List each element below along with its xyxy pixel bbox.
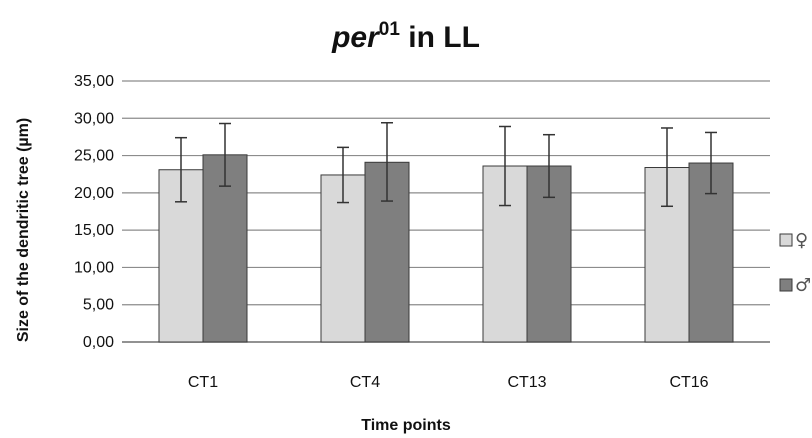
- y-tick-label: 20,00: [74, 185, 114, 202]
- x-axis-label: Time points: [361, 417, 451, 434]
- legend-label: ♀: [795, 230, 808, 251]
- error-bars: [175, 122, 717, 208]
- x-tick-labels: CT1 CT4 CT13 CT16: [188, 374, 709, 391]
- y-tick-label: 15,00: [74, 222, 114, 239]
- x-tick-label: CT13: [507, 374, 546, 391]
- legend-swatch: [779, 278, 793, 292]
- legend: ♀♂: [779, 230, 811, 296]
- y-tick-labels: 0,00 5,00 10,00 15,00 20,00 25,00 30,00 35,00: [74, 73, 114, 351]
- x-tick-label: CT4: [350, 374, 380, 391]
- x-tick-label: CT1: [188, 374, 218, 391]
- y-tick-label: 10,00: [74, 259, 114, 276]
- bar: [364, 161, 410, 343]
- chart-title-superscript: 01: [379, 19, 401, 40]
- y-tick-label: 0,00: [83, 334, 114, 351]
- bars: [158, 154, 734, 343]
- y-tick-label: 25,00: [74, 148, 114, 165]
- y-tick-label: 35,00: [74, 73, 114, 90]
- chart-title-rest: in LL: [400, 21, 480, 54]
- chart-title: per01 in LL: [331, 19, 480, 54]
- legend-swatch: [779, 233, 793, 247]
- y-axis-label: Size of the dendritic tree (µm): [15, 118, 32, 342]
- chart-title-main: per: [331, 21, 381, 54]
- y-tick-label: 5,00: [83, 297, 114, 314]
- x-tick-label: CT16: [669, 374, 708, 391]
- legend-label: ♂: [795, 275, 811, 296]
- y-tick-label: 30,00: [74, 110, 114, 127]
